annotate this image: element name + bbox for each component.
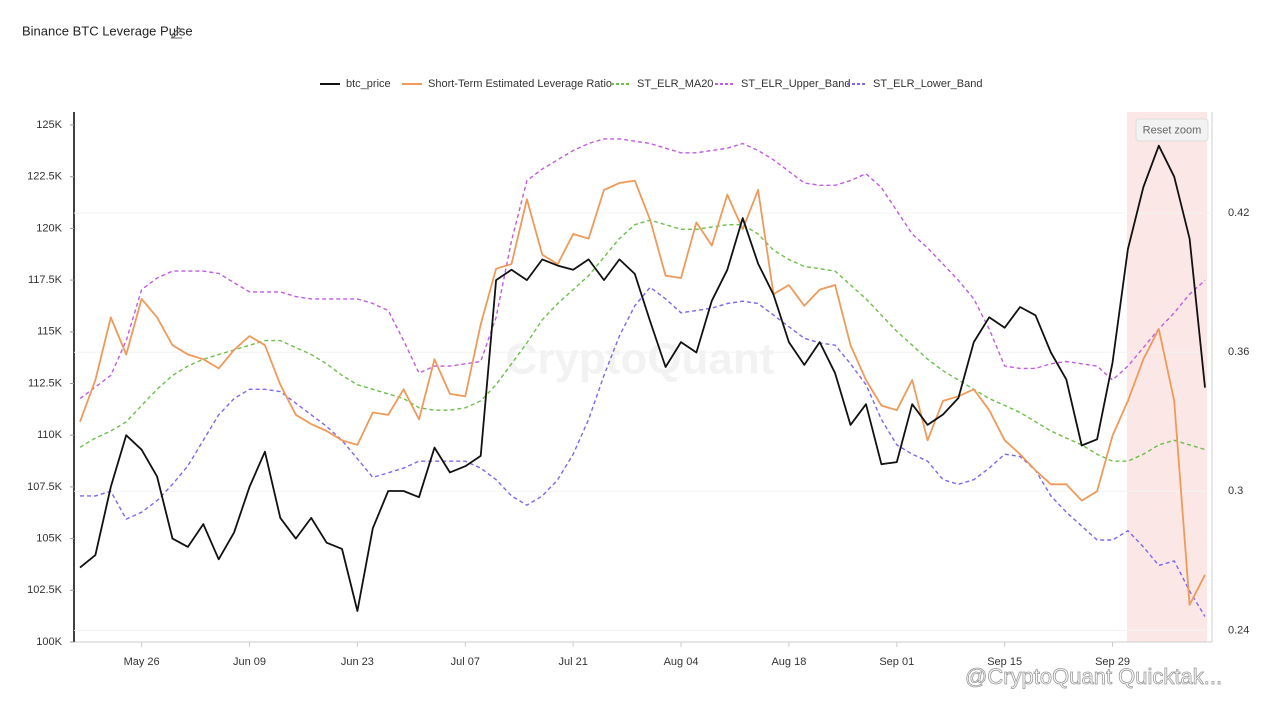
legend-label: Short-Term Estimated Leverage Ratio <box>428 78 612 90</box>
footer-watermark: @CryptoQuant Quicktak... <box>965 664 1222 689</box>
x-tick-label: Aug 18 <box>771 656 806 668</box>
reset-zoom-button[interactable]: Reset zoom <box>1135 118 1209 142</box>
y2-tick-label: 0.36 <box>1228 346 1249 358</box>
x-tick-label: Jul 21 <box>558 656 587 668</box>
y-tick-label: 117.5K <box>28 274 63 286</box>
x-tick-label: Jun 23 <box>341 656 374 668</box>
series-line <box>79 144 1206 612</box>
y-tick-label: 107.5K <box>27 481 63 493</box>
plot: 100K 102.5K 105K 107.5K 110K 112.5K 115K 117.5K… <box>27 78 1249 668</box>
legend-label: btc_price <box>346 78 391 90</box>
y-tick-label: 102.5K <box>27 584 63 596</box>
button-bg <box>1135 118 1209 142</box>
y-tick-label: 125K <box>36 119 62 131</box>
series-line <box>79 219 1206 462</box>
series-line <box>79 179 1206 606</box>
y-tick-label: 110K <box>37 429 63 441</box>
y-tick-label: 100K <box>36 636 62 648</box>
y-tick-label: 122.5K <box>27 171 63 183</box>
y-tick-label: 120K <box>36 222 62 234</box>
legend-label: ST_ELR_MA20 <box>637 78 713 90</box>
y-tick-label: 112.5K <box>28 377 63 389</box>
x-tick-label: Jun 09 <box>233 656 266 668</box>
y2-tick-label: 0.42 <box>1228 207 1249 219</box>
edit-icon[interactable] <box>171 27 182 39</box>
legend-label: ST_ELR_Lower_Band <box>873 78 982 90</box>
edit-icon-path <box>171 27 182 39</box>
legend-label: ST_ELR_Upper_Band <box>741 78 850 90</box>
watermark: CryptoQuant <box>506 335 775 384</box>
y2-tick-label: 0.3 <box>1228 485 1243 497</box>
x-tick-label: Sep 29 <box>1095 656 1130 668</box>
y-tick-label: 105K <box>36 533 62 545</box>
y-tick-label: 115K <box>37 326 63 338</box>
x-tick-label: Aug 04 <box>664 656 699 668</box>
chart-title: Binance BTC Leverage Pulse <box>22 23 193 38</box>
y2-tick-label: 0.24 <box>1228 624 1249 636</box>
x-tick-label: Sep 15 <box>987 656 1022 668</box>
x-tick-label: Jul 07 <box>451 656 480 668</box>
x-tick-label: Sep 01 <box>879 656 914 668</box>
series-line <box>79 138 1206 400</box>
x-tick-label: May 26 <box>124 656 160 668</box>
button-label: Reset zoom <box>1143 124 1202 136</box>
